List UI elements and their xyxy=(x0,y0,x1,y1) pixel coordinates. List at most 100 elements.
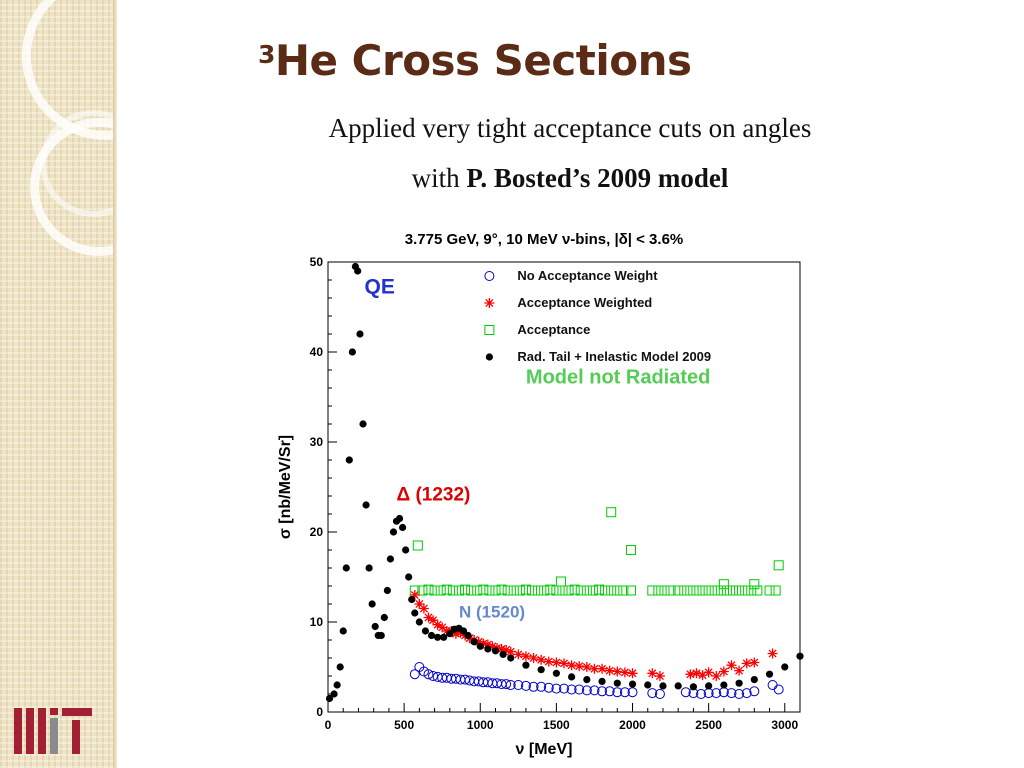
subtitle-line-1: Applied very tight acceptance cuts on an… xyxy=(328,113,812,143)
y-tick-label: 40 xyxy=(310,345,324,359)
data-point-rad-tail-inelastic-model-2009 xyxy=(583,676,591,684)
data-point-rad-tail-inelastic-model-2009 xyxy=(368,600,376,608)
data-point-acceptance-weighted xyxy=(482,639,493,650)
data-point-rad-tail-inelastic-model-2009 xyxy=(674,682,682,690)
data-point-acceptance-weighted xyxy=(437,622,448,633)
data-point-no-acceptance-weight xyxy=(711,688,722,699)
data-point-acceptance xyxy=(520,584,531,595)
data-point-acceptance xyxy=(659,585,670,596)
data-point-rad-tail-inelastic-model-2009 xyxy=(720,681,728,689)
data-point-acceptance-weighted xyxy=(501,644,512,655)
data-point-rad-tail-inelastic-model-2009 xyxy=(568,673,576,681)
data-point-acceptance xyxy=(472,585,483,596)
data-point-acceptance xyxy=(412,540,423,551)
data-point-acceptance xyxy=(606,585,617,596)
data-point-acceptance-weighted xyxy=(654,671,665,681)
data-point-acceptance xyxy=(581,585,592,596)
data-point-acceptance-weighted xyxy=(627,668,638,679)
mit-logo xyxy=(14,708,92,754)
data-point-acceptance-weighted xyxy=(423,612,434,623)
data-point-rad-tail-inelastic-model-2009 xyxy=(371,622,379,631)
data-point-acceptance xyxy=(606,507,617,518)
data-point-rad-tail-inelastic-model-2009 xyxy=(345,456,353,464)
data-point-acceptance-weighted xyxy=(697,670,708,681)
data-point-acceptance-weighted xyxy=(597,663,608,674)
data-point-acceptance-weighted xyxy=(574,661,585,672)
data-point-rad-tail-inelastic-model-2009 xyxy=(399,523,407,532)
x-axis-label: ν [MeV] xyxy=(516,741,573,758)
data-point-rad-tail-inelastic-model-2009 xyxy=(383,586,391,595)
data-point-acceptance-weighted xyxy=(414,599,425,609)
data-point-acceptance xyxy=(527,585,538,596)
data-point-rad-tail-inelastic-model-2009 xyxy=(735,679,743,687)
data-point-rad-tail-inelastic-model-2009 xyxy=(325,694,334,703)
data-point-rad-tail-inelastic-model-2009 xyxy=(408,595,416,604)
data-point-rad-tail-inelastic-model-2009 xyxy=(750,676,758,684)
data-point-acceptance-weighted xyxy=(450,628,461,639)
data-point-acceptance-weighted xyxy=(691,668,702,679)
data-point-no-acceptance-weight xyxy=(501,679,512,690)
data-point-rad-tail-inelastic-model-2009 xyxy=(537,666,545,674)
y-tick-label: 20 xyxy=(310,525,324,539)
data-point-no-acceptance-weight xyxy=(749,686,760,697)
data-point-acceptance-weighted xyxy=(703,667,714,678)
x-tick-label: 1500 xyxy=(543,718,570,732)
data-point-no-acceptance-weight xyxy=(604,686,615,697)
data-point-acceptance xyxy=(447,585,458,596)
data-point-acceptance xyxy=(728,585,739,596)
data-point-acceptance xyxy=(594,584,605,595)
data-point-acceptance xyxy=(575,585,586,596)
data-point-rad-tail-inelastic-model-2009 xyxy=(365,564,373,572)
data-point-no-acceptance-weight xyxy=(773,684,784,695)
data-point-rad-tail-inelastic-model-2009 xyxy=(781,663,789,671)
data-point-no-acceptance-weight xyxy=(423,669,434,680)
data-point-rad-tail-inelastic-model-2009 xyxy=(377,631,385,640)
data-point-acceptance xyxy=(673,585,684,596)
data-point-acceptance-weighted xyxy=(536,654,547,665)
data-point-acceptance-weighted xyxy=(505,646,516,657)
data-point-rad-tail-inelastic-model-2009 xyxy=(613,679,621,687)
data-point-rad-tail-inelastic-model-2009 xyxy=(427,631,436,640)
data-point-rad-tail-inelastic-model-2009 xyxy=(415,618,423,626)
legend-label: Acceptance Weighted xyxy=(517,295,652,310)
data-point-rad-tail-inelastic-model-2009 xyxy=(476,642,484,650)
data-point-acceptance-weighted xyxy=(432,619,443,630)
y-axis-label: σ [nb/MeV/Sr] xyxy=(277,435,294,539)
x-tick-label: 0 xyxy=(325,718,332,732)
data-point-rad-tail-inelastic-model-2009 xyxy=(362,501,370,509)
data-point-rad-tail-inelastic-model-2009 xyxy=(644,681,652,689)
annotation-label: Model not Radiated xyxy=(526,367,710,389)
legend-label: Acceptance xyxy=(517,322,590,337)
y-tick-label: 30 xyxy=(310,435,324,449)
data-point-acceptance-weighted xyxy=(612,666,623,677)
data-point-no-acceptance-weight xyxy=(513,680,524,690)
data-point-rad-tail-inelastic-model-2009 xyxy=(464,631,472,640)
data-point-acceptance xyxy=(555,576,566,587)
data-point-acceptance-weighted xyxy=(749,657,760,668)
subtitle-prefix: with xyxy=(411,163,467,193)
data-point-no-acceptance-weight xyxy=(647,688,658,699)
data-point-acceptance xyxy=(478,584,489,595)
data-point-no-acceptance-weight xyxy=(581,685,592,696)
data-point-acceptance xyxy=(539,585,550,596)
x-tick-label: 3000 xyxy=(771,718,798,732)
legend-marker-open-circle xyxy=(484,271,495,281)
data-point-acceptance-weighted xyxy=(520,651,531,662)
legend-marker-open-square xyxy=(484,325,495,335)
data-point-acceptance xyxy=(653,585,664,596)
data-point-no-acceptance-weight xyxy=(528,681,539,692)
data-point-rad-tail-inelastic-model-2009 xyxy=(491,647,500,655)
data-point-rad-tail-inelastic-model-2009 xyxy=(689,683,698,691)
data-point-rad-tail-inelastic-model-2009 xyxy=(330,690,338,698)
data-point-rad-tail-inelastic-model-2009 xyxy=(659,682,667,690)
data-point-acceptance xyxy=(508,585,519,596)
data-point-rad-tail-inelastic-model-2009 xyxy=(402,546,410,554)
data-point-acceptance-weighted xyxy=(551,657,562,668)
data-point-no-acceptance-weight xyxy=(536,681,547,692)
data-point-acceptance xyxy=(453,585,464,596)
data-point-acceptance-weighted xyxy=(726,660,737,671)
data-point-acceptance xyxy=(490,585,501,596)
data-point-no-acceptance-weight xyxy=(654,689,665,699)
data-point-no-acceptance-weight xyxy=(409,669,420,680)
data-point-acceptance xyxy=(625,545,636,555)
